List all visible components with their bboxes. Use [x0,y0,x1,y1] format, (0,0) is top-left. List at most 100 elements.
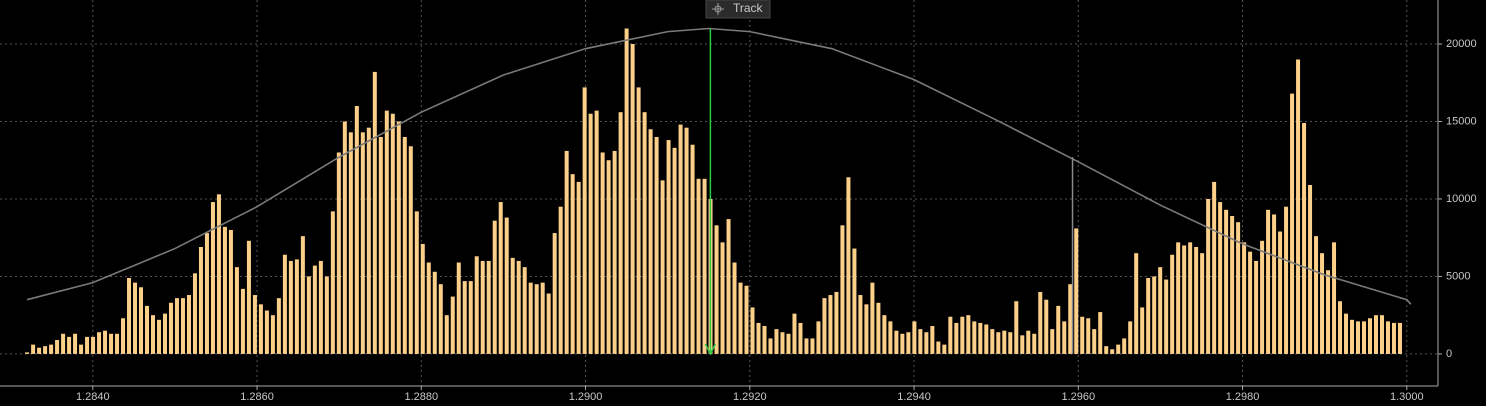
y-tick-label: 0 [1446,348,1452,360]
bar [1122,338,1127,354]
bar [1350,319,1355,354]
track-icon [712,3,724,15]
bar [876,302,881,354]
bar [864,304,869,354]
bar [456,262,461,354]
bar [1248,251,1253,354]
bar [1296,59,1301,354]
bar [1026,330,1031,354]
bar [1158,267,1163,354]
bar [540,282,545,354]
track-label[interactable]: Track [733,1,764,15]
bar [1116,344,1121,354]
bar [43,346,48,354]
bar [115,333,120,354]
bar [678,124,683,354]
bar [816,321,821,354]
bar [972,321,977,354]
bar [216,194,221,354]
bar [1080,316,1085,354]
bar [936,341,941,354]
y-tick-label: 20000 [1446,38,1477,50]
bar [318,260,323,354]
bar [546,293,551,354]
bar [942,344,947,354]
bar [960,316,965,354]
bar [828,295,833,354]
bar [234,267,239,354]
bar [948,316,953,354]
bar [516,260,521,354]
bar [67,336,72,354]
bar [414,211,419,354]
bar [1218,202,1223,354]
x-tick-label: 1.2900 [569,391,603,403]
bar [258,304,263,354]
bar [1074,228,1079,354]
bar [978,322,983,354]
bar [624,28,629,354]
bar [204,233,209,354]
bar [49,344,54,354]
bar [696,178,701,354]
bar [1344,313,1349,354]
bar [840,225,845,354]
bar [480,260,485,354]
bar [300,236,305,354]
bar [1373,315,1378,354]
bar [1152,276,1157,354]
bar [966,315,971,354]
bar [342,121,347,354]
bar [174,298,179,354]
bar [804,338,809,354]
bar [732,262,737,354]
cursor-arrow [704,343,717,356]
bar [288,260,293,354]
x-tick-label: 1.2920 [733,391,767,403]
bar [402,136,407,354]
bar [1368,318,1373,354]
bar [1338,301,1343,354]
bar [930,326,935,354]
bar [756,322,761,354]
bar [156,319,161,354]
bar [570,174,575,354]
bar [954,322,959,354]
bar [1379,315,1384,354]
bar [1278,231,1283,354]
bar [1284,206,1289,354]
bar [522,267,527,354]
bar [1062,321,1067,354]
bar [336,152,341,354]
bar [888,321,893,354]
bar [474,256,479,354]
bar [1164,279,1169,354]
bar [330,211,335,354]
bar [312,265,317,354]
bar [576,181,581,354]
bar [750,307,755,354]
bar [1038,291,1043,354]
bar [768,338,773,354]
x-tick-label: 1.2980 [1226,391,1260,403]
bar [1290,93,1295,354]
bar [1212,181,1217,354]
bar [61,333,66,354]
bar [246,240,251,354]
bar [636,87,641,354]
x-tick-label: 1.2840 [76,391,110,403]
bar [984,324,989,354]
bar [648,129,653,354]
track-button[interactable] [705,0,771,19]
bar [1242,242,1247,354]
bar [1385,321,1390,354]
bar [252,295,257,354]
bar [588,113,593,354]
bar [786,333,791,354]
bar [37,347,42,354]
bar [492,220,497,354]
bar [774,329,779,354]
bar [486,260,491,354]
bar [1320,253,1325,354]
